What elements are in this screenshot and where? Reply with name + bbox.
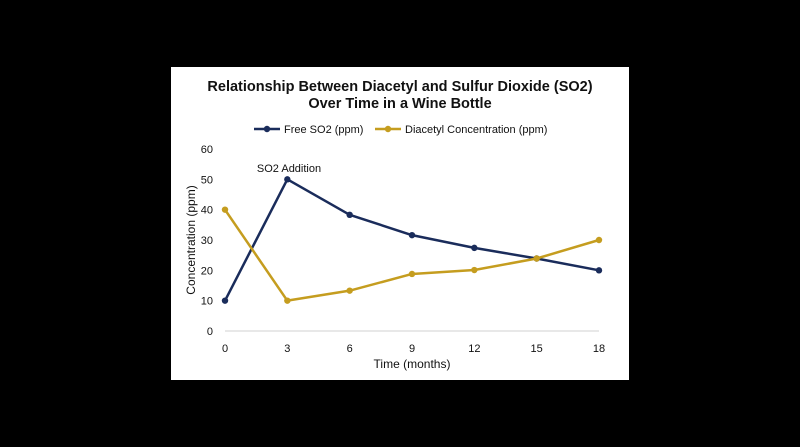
chart-title-line-1: Relationship Between Diacetyl and Sulfur… [207,79,592,95]
x-tick-label: 0 [222,343,228,355]
legend-marker-free-so2 [263,125,271,133]
annotation-so2-addition: SO2 Addition [257,163,321,175]
data-point-diacetyl [408,270,416,278]
legend-marker-diacetyl [384,125,392,133]
y-tick-label: 20 [201,265,213,277]
y-axis-title: Concentration (ppm) [184,185,198,294]
data-point-diacetyl [595,236,603,244]
series-layer [221,176,603,304]
y-tick-label: 10 [201,296,213,308]
x-tick-label: 18 [593,343,605,355]
data-point-diacetyl [346,287,353,294]
chart-title-line-2: Over Time in a Wine Bottle [308,96,491,112]
data-point-free-so2 [595,267,603,274]
y-tick-label: 30 [201,235,213,247]
legend: Free SO2 (ppm) Diacetyl Concentration (p… [254,124,547,136]
data-point-diacetyl [221,206,229,213]
y-tick-label: 0 [207,326,213,338]
data-point-free-so2 [346,211,353,219]
data-point-free-so2 [471,244,478,252]
series-line-diacetyl [223,208,600,302]
data-point-diacetyl [471,266,478,274]
x-tick-label: 15 [531,343,543,355]
y-tick-label: 40 [201,205,213,217]
legend-label-diacetyl: Diacetyl Concentration (ppm) [405,124,547,136]
series-line-free-so2 [223,178,600,302]
data-point-free-so2 [221,297,229,304]
x-tick-label: 3 [284,343,290,355]
data-point-diacetyl [533,255,540,262]
chart-panel [171,67,629,380]
x-axis-ticks: 0 3 6 9 12 15 18 [222,343,605,355]
data-point-free-so2 [284,176,291,183]
x-axis-title: Time (months) [374,357,451,371]
x-tick-label: 9 [409,343,415,355]
y-tick-label: 50 [201,174,213,186]
y-axis-ticks: 0 10 20 30 40 50 60 [201,144,213,338]
x-tick-label: 6 [347,343,353,355]
x-tick-label: 12 [468,343,480,355]
data-point-free-so2 [408,231,416,239]
data-point-diacetyl [284,297,291,304]
legend-label-free-so2: Free SO2 (ppm) [284,124,363,136]
y-tick-label: 60 [201,144,213,156]
